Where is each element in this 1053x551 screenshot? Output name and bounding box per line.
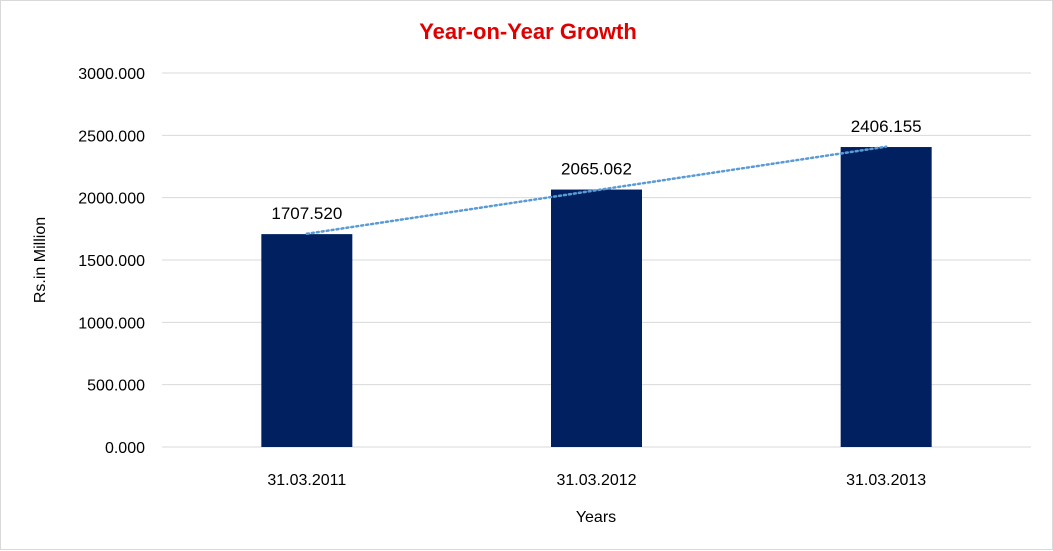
x-axis-ticks: 31.03.2011 31.03.2012 31.03.2013 [267,472,926,489]
data-label: 2065.062 [561,160,632,179]
y-tick-label: 3000.000 [78,66,145,83]
bar [840,147,932,448]
y-axis-ticks: 0.000 500.000 1000.000 1500.000 2000.000 2500… [78,66,145,457]
y-tick-label: 500.000 [87,378,145,395]
x-tick-label: 31.03.2013 [846,472,926,489]
y-axis-label: Rs.in Million [32,217,49,303]
x-axis-label: Years [576,509,616,526]
trendline-group [305,145,888,236]
data-label: 2406.155 [851,117,922,136]
bar [551,189,642,447]
x-tick-label: 31.03.2012 [556,472,636,489]
trendline [305,145,888,236]
y-tick-label: 2500.000 [78,128,145,145]
bars [261,147,932,448]
y-tick-label: 0.000 [105,440,145,457]
data-label: 1707.520 [271,204,342,223]
x-tick-label: 31.03.2011 [267,472,346,489]
bar [261,234,353,447]
chart-title: Year-on-Year Growth [419,19,637,44]
y-tick-label: 1000.000 [78,315,145,332]
data-labels: 1707.520 2065.062 2406.155 [271,117,921,223]
y-tick-label: 1500.000 [78,253,145,270]
y-tick-label: 2000.000 [78,191,145,208]
